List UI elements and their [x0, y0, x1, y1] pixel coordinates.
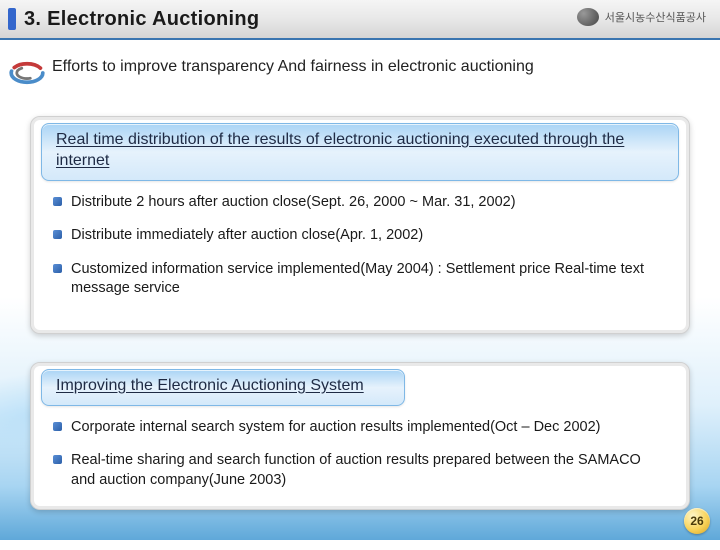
list-item: Distribute immediately after auction clo… [53, 226, 667, 246]
slide-header: 3. Electronic Auctioning 서울시농수산식품공사 [0, 0, 720, 40]
subtitle-swirl-icon [8, 60, 46, 86]
list-item: Real-time sharing and search function of… [53, 451, 667, 490]
card-improving-system: Improving the Electronic Auctioning Syst… [30, 362, 690, 510]
header-marker [8, 8, 16, 30]
subtitle-text: Efforts to improve transparency And fair… [52, 56, 612, 78]
list-item: Distribute 2 hours after auction close(S… [53, 193, 667, 213]
card1-bullets: Distribute 2 hours after auction close(S… [31, 181, 689, 299]
list-item: Customized information service implement… [53, 260, 667, 299]
card2-heading: Improving the Electronic Auctioning Syst… [41, 369, 405, 406]
card1-heading: Real time distribution of the results of… [41, 123, 679, 181]
org-logo: 서울시농수산식품공사 [577, 8, 706, 26]
list-item: Corporate internal search system for auc… [53, 418, 667, 438]
page-number: 26 [690, 514, 703, 528]
logo-swirl-icon [577, 8, 599, 26]
logo-text: 서울시농수산식품공사 [605, 9, 706, 25]
card-realtime-distribution: Real time distribution of the results of… [30, 116, 690, 334]
card2-bullets: Corporate internal search system for auc… [31, 406, 689, 491]
page-number-badge: 26 [684, 508, 710, 534]
page-title: 3. Electronic Auctioning [24, 8, 259, 31]
